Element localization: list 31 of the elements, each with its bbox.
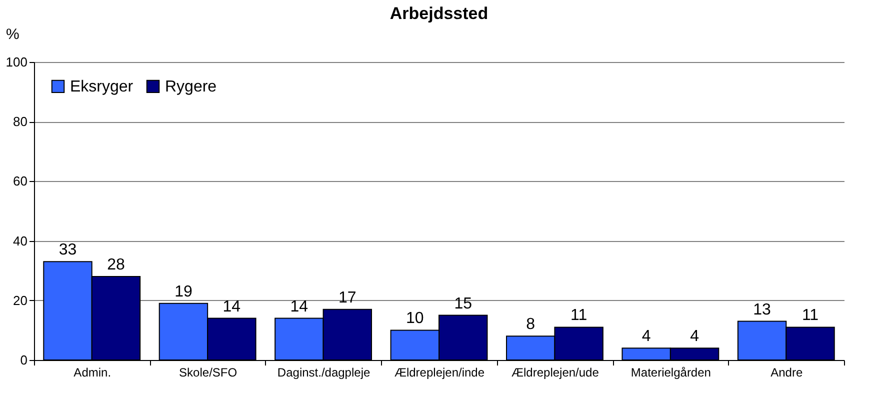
legend-label: Rygere (165, 78, 217, 96)
data-label: 28 (107, 256, 125, 274)
x-tick-label: Ældreplejen/inde (394, 366, 485, 380)
data-label: 11 (802, 307, 819, 324)
y-tick-label: 100 (6, 54, 28, 70)
y-tick-label: 0 (20, 352, 28, 368)
data-label: 15 (454, 295, 472, 312)
x-tick-label: Skole/SFO (179, 366, 238, 380)
data-label: 10 (406, 310, 424, 328)
data-label: 14 (222, 298, 241, 316)
data-label: 8 (526, 316, 536, 334)
data-label: 19 (174, 283, 192, 300)
chart-title: Arbejdssted (390, 4, 488, 23)
x-tick-label: Daginst./dagpleje (277, 366, 370, 380)
data-label: 4 (690, 328, 700, 346)
x-tick-label: Admin. (74, 366, 112, 380)
x-tick-label: Ældreplejen/ude (512, 366, 600, 380)
data-label: 17 (338, 289, 356, 306)
x-tick-label: Materielgården (630, 366, 711, 380)
data-label: 14 (290, 298, 308, 316)
legend-label: Eksryger (70, 78, 134, 96)
x-tick-label: Andre (770, 366, 803, 380)
data-label: 4 (642, 328, 651, 346)
data-label: 33 (58, 242, 77, 259)
y-tick-label: 80 (13, 114, 28, 130)
y-tick-label: 60 (13, 174, 28, 189)
y-tick-label: 40 (13, 233, 28, 248)
data-label: 13 (753, 301, 772, 318)
y-axis-title: % (6, 26, 20, 43)
y-tick-label: 20 (13, 292, 28, 308)
data-label: 11 (570, 307, 588, 324)
